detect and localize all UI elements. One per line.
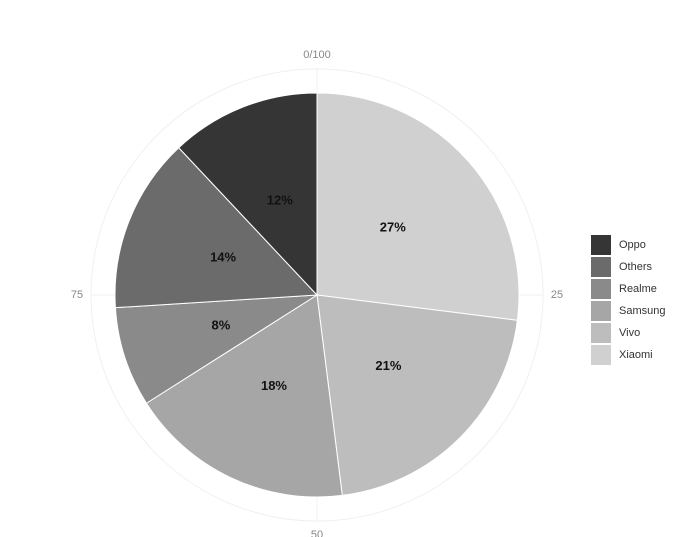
pie-slice bbox=[114, 294, 318, 404]
slice-label: 21% bbox=[375, 358, 401, 373]
pie-slice bbox=[316, 92, 520, 321]
tick-label: 75 bbox=[71, 289, 83, 301]
tick-label: 0/100 bbox=[303, 49, 331, 61]
legend-swatch bbox=[591, 323, 611, 343]
legend-swatch bbox=[591, 345, 611, 365]
legend-swatch bbox=[591, 235, 611, 255]
slice-label: 14% bbox=[210, 249, 236, 264]
pie-slice bbox=[178, 92, 318, 297]
legend-swatch bbox=[591, 301, 611, 321]
slice-label: 8% bbox=[212, 318, 231, 333]
pie-slice bbox=[316, 294, 518, 496]
slice-label: 12% bbox=[267, 193, 293, 208]
tick-label: 50 bbox=[311, 529, 323, 537]
slice-label: 18% bbox=[261, 378, 287, 393]
tick-label: 25 bbox=[551, 289, 563, 301]
legend-label: Xiaomi bbox=[619, 349, 653, 361]
legend-swatch bbox=[591, 279, 611, 299]
legend-label: Oppo bbox=[619, 239, 646, 251]
pie-slice bbox=[114, 147, 319, 309]
pie-slice bbox=[145, 294, 343, 498]
slice-label: 27% bbox=[380, 220, 406, 235]
legend-label: Vivo bbox=[619, 327, 640, 339]
legend-label: Samsung bbox=[619, 305, 665, 317]
legend-swatch bbox=[591, 257, 611, 277]
legend-label: Others bbox=[619, 261, 653, 273]
legend-label: Realme bbox=[619, 283, 657, 295]
